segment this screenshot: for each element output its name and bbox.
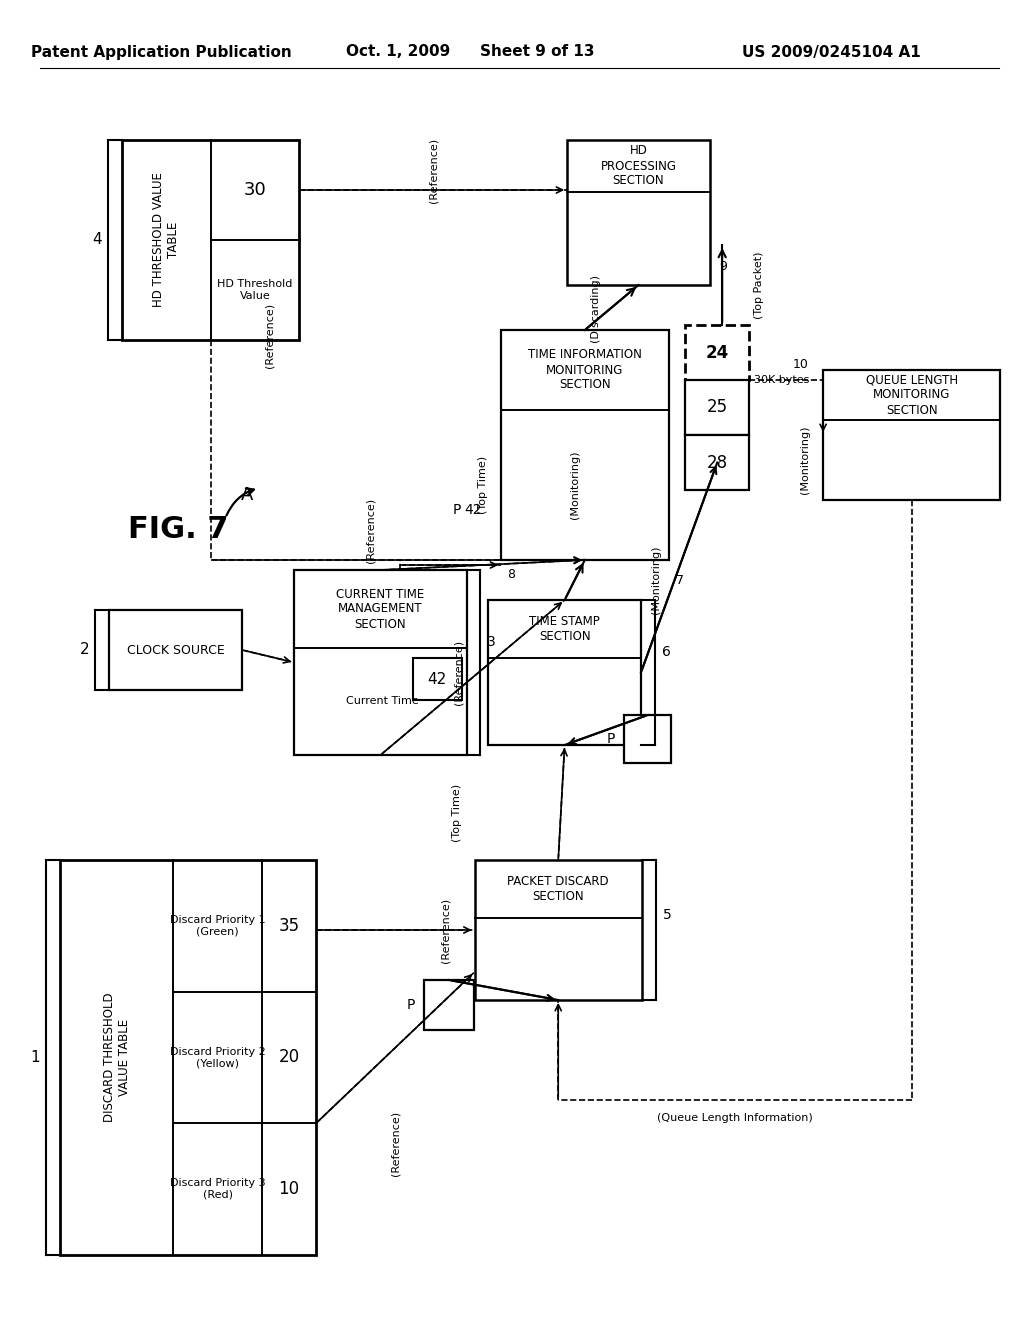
FancyArrowPatch shape bbox=[226, 488, 254, 515]
Bar bbox=[60, 861, 316, 1255]
Text: 6: 6 bbox=[662, 645, 671, 660]
Bar bbox=[685, 380, 750, 436]
Text: CLOCK SOURCE: CLOCK SOURCE bbox=[127, 644, 224, 656]
Text: HD
PROCESSING
SECTION: HD PROCESSING SECTION bbox=[600, 144, 677, 187]
Text: HD THRESHOLD VALUE
TABLE: HD THRESHOLD VALUE TABLE bbox=[153, 173, 180, 308]
Text: (Reference): (Reference) bbox=[454, 640, 464, 705]
Text: 2: 2 bbox=[80, 643, 89, 657]
Text: 25: 25 bbox=[707, 399, 728, 417]
Text: (Reference): (Reference) bbox=[428, 137, 438, 202]
Text: 42: 42 bbox=[427, 672, 446, 686]
Bar bbox=[294, 570, 467, 755]
Text: (Reference): (Reference) bbox=[366, 498, 376, 562]
Text: 10: 10 bbox=[793, 359, 808, 371]
Text: CURRENT TIME
MANAGEMENT
SECTION: CURRENT TIME MANAGEMENT SECTION bbox=[336, 587, 425, 631]
Text: 4: 4 bbox=[93, 232, 102, 248]
Text: Discard Priority 2
(Yellow): Discard Priority 2 (Yellow) bbox=[170, 1047, 265, 1068]
Text: Discard Priority 3
(Red): Discard Priority 3 (Red) bbox=[170, 1179, 265, 1200]
Text: (Reference): (Reference) bbox=[440, 898, 450, 962]
Text: 24: 24 bbox=[706, 343, 729, 362]
Bar bbox=[567, 140, 710, 285]
Bar bbox=[501, 330, 669, 560]
Text: 3: 3 bbox=[487, 635, 496, 649]
Text: 10: 10 bbox=[279, 1180, 299, 1199]
Text: (Monitoring): (Monitoring) bbox=[570, 450, 580, 519]
Text: 1: 1 bbox=[31, 1049, 40, 1065]
Bar bbox=[488, 601, 641, 744]
Bar bbox=[823, 370, 1000, 500]
Text: (Top Packet): (Top Packet) bbox=[754, 251, 764, 318]
Bar bbox=[625, 715, 672, 763]
Text: A: A bbox=[241, 486, 253, 504]
Text: 9: 9 bbox=[720, 260, 728, 273]
Bar bbox=[685, 325, 750, 380]
Bar bbox=[424, 979, 473, 1030]
Text: (Queue Length Information): (Queue Length Information) bbox=[657, 1113, 813, 1123]
Text: 7: 7 bbox=[676, 573, 684, 586]
Text: 30: 30 bbox=[244, 181, 266, 199]
Text: P: P bbox=[407, 998, 415, 1012]
Text: FIG. 7: FIG. 7 bbox=[128, 516, 228, 544]
Bar bbox=[685, 436, 750, 490]
Text: Discard Priority 1
(Green): Discard Priority 1 (Green) bbox=[170, 915, 265, 937]
Text: 42: 42 bbox=[465, 503, 482, 517]
Text: PACKET DISCARD
SECTION: PACKET DISCARD SECTION bbox=[508, 875, 609, 903]
Text: P: P bbox=[606, 733, 614, 746]
Bar bbox=[122, 140, 299, 341]
Text: (Discarding): (Discarding) bbox=[590, 273, 600, 342]
Text: Current Time: Current Time bbox=[345, 697, 418, 706]
Bar bbox=[110, 610, 242, 690]
Text: TIME STAMP
SECTION: TIME STAMP SECTION bbox=[529, 615, 600, 643]
Text: (Monitoring): (Monitoring) bbox=[801, 426, 810, 494]
Text: 30K bytes: 30K bytes bbox=[755, 375, 810, 385]
Text: (Top Time): (Top Time) bbox=[478, 455, 488, 513]
Text: 28: 28 bbox=[707, 454, 728, 471]
Text: HD Threshold
Value: HD Threshold Value bbox=[217, 280, 293, 301]
Text: (Reference): (Reference) bbox=[390, 1110, 400, 1176]
Text: QUEUE LENGTH
MONITORING
SECTION: QUEUE LENGTH MONITORING SECTION bbox=[865, 374, 957, 417]
Text: 20: 20 bbox=[279, 1048, 299, 1067]
Text: 5: 5 bbox=[663, 908, 672, 921]
Text: TIME INFORMATION
MONITORING
SECTION: TIME INFORMATION MONITORING SECTION bbox=[528, 348, 642, 392]
Text: 35: 35 bbox=[279, 917, 299, 935]
Text: Sheet 9 of 13: Sheet 9 of 13 bbox=[480, 45, 595, 59]
Text: US 2009/0245104 A1: US 2009/0245104 A1 bbox=[741, 45, 921, 59]
Bar bbox=[413, 657, 462, 700]
Text: (Reference): (Reference) bbox=[265, 302, 274, 367]
Text: Patent Application Publication: Patent Application Publication bbox=[31, 45, 292, 59]
Bar bbox=[474, 861, 642, 1001]
Text: (Top Time): (Top Time) bbox=[452, 784, 462, 842]
Text: DISCARD THRESHOLD
VALUE TABLE: DISCARD THRESHOLD VALUE TABLE bbox=[102, 993, 131, 1122]
Text: 8: 8 bbox=[507, 568, 515, 581]
Text: (Monitoring): (Monitoring) bbox=[650, 545, 660, 614]
Text: Oct. 1, 2009: Oct. 1, 2009 bbox=[346, 45, 450, 59]
Text: P: P bbox=[453, 503, 461, 517]
